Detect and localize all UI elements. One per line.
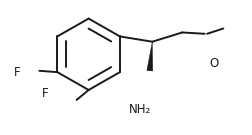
Text: O: O bbox=[210, 57, 219, 70]
Polygon shape bbox=[147, 42, 153, 71]
Text: F: F bbox=[14, 66, 21, 79]
Text: F: F bbox=[42, 87, 48, 100]
Text: NH₂: NH₂ bbox=[129, 103, 151, 116]
